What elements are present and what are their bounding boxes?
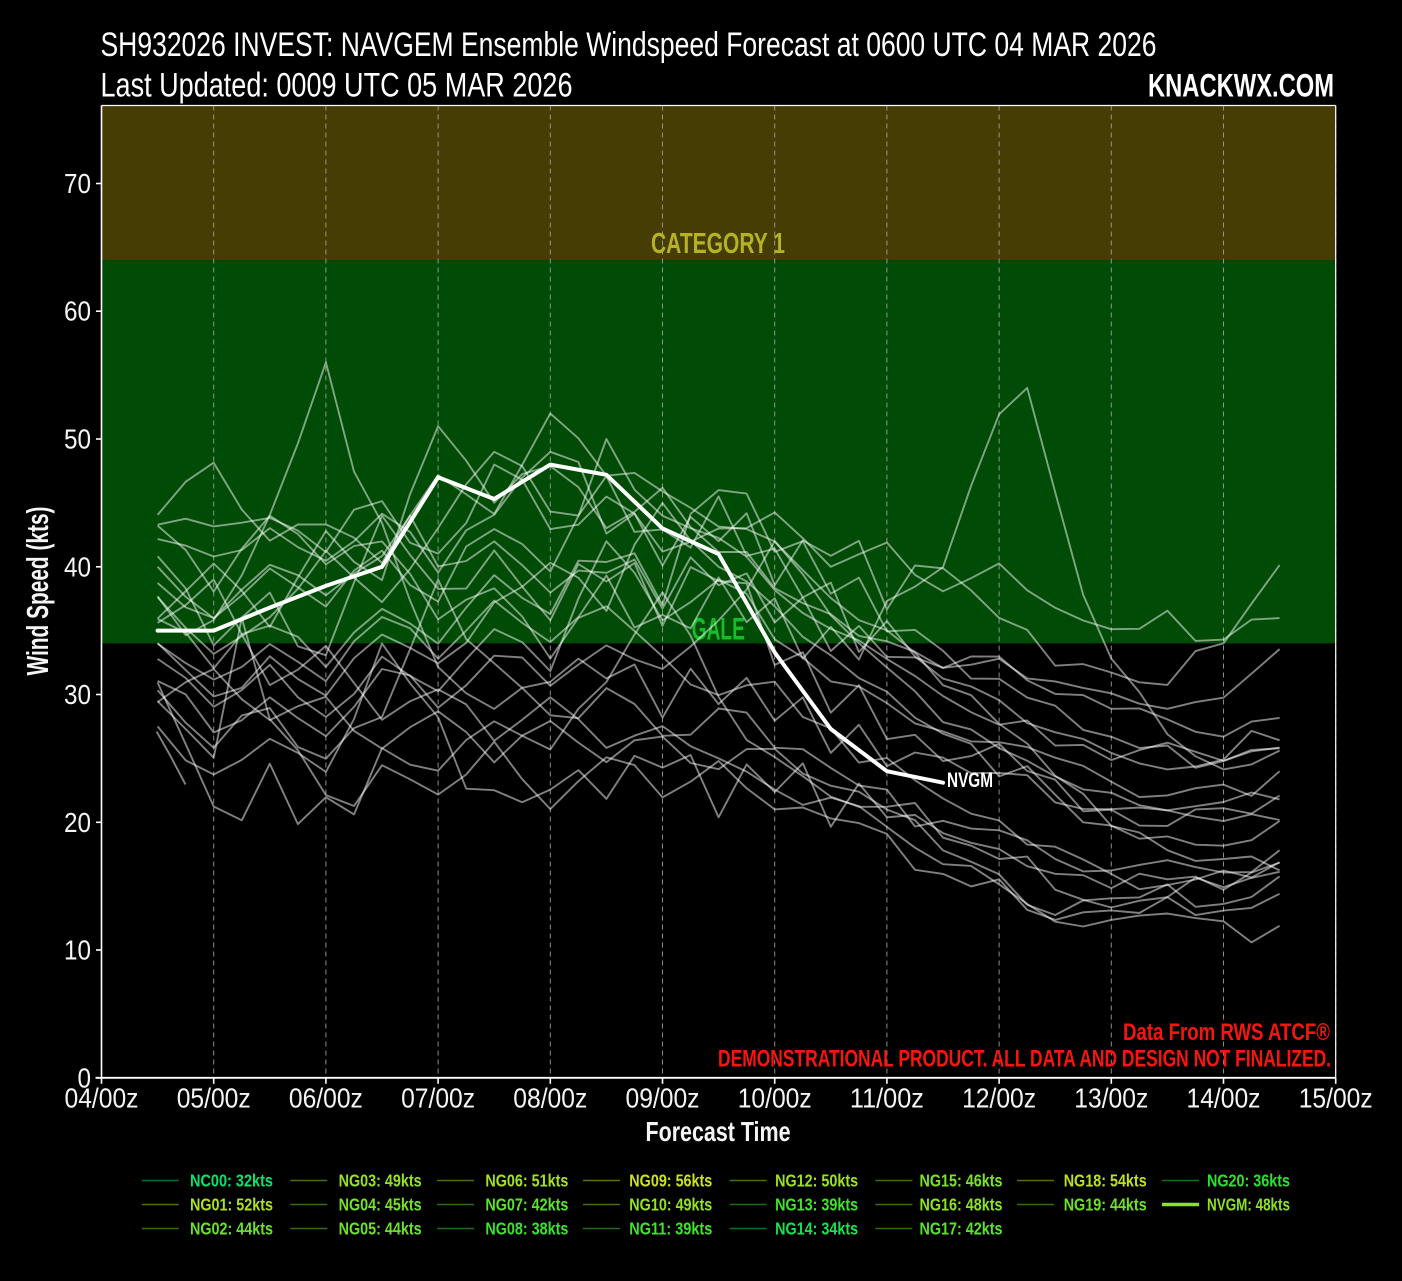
svg-text:DEMONSTRATIONAL PRODUCT. ALL D: DEMONSTRATIONAL PRODUCT. ALL DATA AND DE… xyxy=(718,1046,1331,1073)
svg-text:NG18: 54kts: NG18: 54kts xyxy=(1064,1171,1147,1191)
svg-text:09/00z: 09/00z xyxy=(626,1083,700,1114)
svg-text:NG13: 39kts: NG13: 39kts xyxy=(775,1195,858,1215)
svg-text:50: 50 xyxy=(64,424,91,455)
svg-text:NG01: 52kts: NG01: 52kts xyxy=(190,1195,273,1215)
svg-text:60: 60 xyxy=(64,296,91,327)
svg-text:NG15: 46kts: NG15: 46kts xyxy=(920,1171,1003,1191)
svg-text:05/00z: 05/00z xyxy=(177,1083,251,1114)
svg-text:10/00z: 10/00z xyxy=(738,1083,812,1114)
svg-text:13/00z: 13/00z xyxy=(1074,1083,1148,1114)
svg-text:20: 20 xyxy=(64,807,91,838)
svg-text:KNACKWX.COM: KNACKWX.COM xyxy=(1148,68,1334,104)
svg-text:Data From RWS ATCF®: Data From RWS ATCF® xyxy=(1123,1019,1330,1046)
svg-text:NVGM: 48kts: NVGM: 48kts xyxy=(1207,1195,1290,1215)
svg-text:30: 30 xyxy=(64,679,91,710)
svg-text:GALE: GALE xyxy=(692,611,745,647)
svg-text:07/00z: 07/00z xyxy=(401,1083,475,1114)
svg-text:Forecast Time: Forecast Time xyxy=(646,1116,791,1147)
svg-text:40: 40 xyxy=(64,551,91,582)
svg-text:NC00: 32kts: NC00: 32kts xyxy=(190,1171,273,1191)
svg-text:NG11: 39kts: NG11: 39kts xyxy=(629,1219,712,1239)
svg-text:06/00z: 06/00z xyxy=(289,1083,363,1114)
svg-text:70: 70 xyxy=(64,168,91,199)
svg-text:NG10: 49kts: NG10: 49kts xyxy=(629,1195,712,1215)
svg-text:NG05: 44kts: NG05: 44kts xyxy=(339,1219,422,1239)
svg-text:Wind Speed (kts): Wind Speed (kts) xyxy=(21,507,55,676)
svg-text:11/00z: 11/00z xyxy=(850,1083,924,1114)
svg-text:SH932026 INVEST: NAVGEM Ensemb: SH932026 INVEST: NAVGEM Ensemble Windspe… xyxy=(101,26,1157,64)
svg-text:NG08: 38kts: NG08: 38kts xyxy=(485,1219,568,1239)
svg-text:12/00z: 12/00z xyxy=(962,1083,1036,1114)
svg-text:NG03: 49kts: NG03: 49kts xyxy=(339,1171,422,1191)
svg-text:10: 10 xyxy=(64,935,91,966)
svg-text:NG07: 42kts: NG07: 42kts xyxy=(485,1195,568,1215)
svg-text:NG02: 44kts: NG02: 44kts xyxy=(190,1219,273,1239)
svg-text:08/00z: 08/00z xyxy=(513,1083,587,1114)
svg-text:NG06: 51kts: NG06: 51kts xyxy=(485,1171,568,1191)
svg-text:NG09: 56kts: NG09: 56kts xyxy=(629,1171,712,1191)
svg-text:NG17: 42kts: NG17: 42kts xyxy=(920,1219,1003,1239)
svg-text:0: 0 xyxy=(78,1062,92,1093)
svg-text:NG16: 48kts: NG16: 48kts xyxy=(920,1195,1003,1215)
svg-text:NG19: 44kts: NG19: 44kts xyxy=(1064,1195,1147,1215)
svg-text:NG12: 50kts: NG12: 50kts xyxy=(775,1171,858,1191)
svg-text:CATEGORY 1: CATEGORY 1 xyxy=(651,228,785,260)
svg-text:04/00z: 04/00z xyxy=(65,1083,139,1114)
svg-text:15/00z: 15/00z xyxy=(1299,1083,1373,1114)
svg-text:14/00z: 14/00z xyxy=(1187,1083,1261,1114)
svg-text:Last Updated: 0009 UTC 05 MAR: Last Updated: 0009 UTC 05 MAR 2026 xyxy=(101,67,573,105)
svg-text:NVGM: NVGM xyxy=(947,768,993,792)
svg-text:NG14: 34kts: NG14: 34kts xyxy=(775,1219,858,1239)
svg-text:NG04: 45kts: NG04: 45kts xyxy=(339,1195,422,1215)
svg-text:NG20: 36kts: NG20: 36kts xyxy=(1207,1171,1290,1191)
